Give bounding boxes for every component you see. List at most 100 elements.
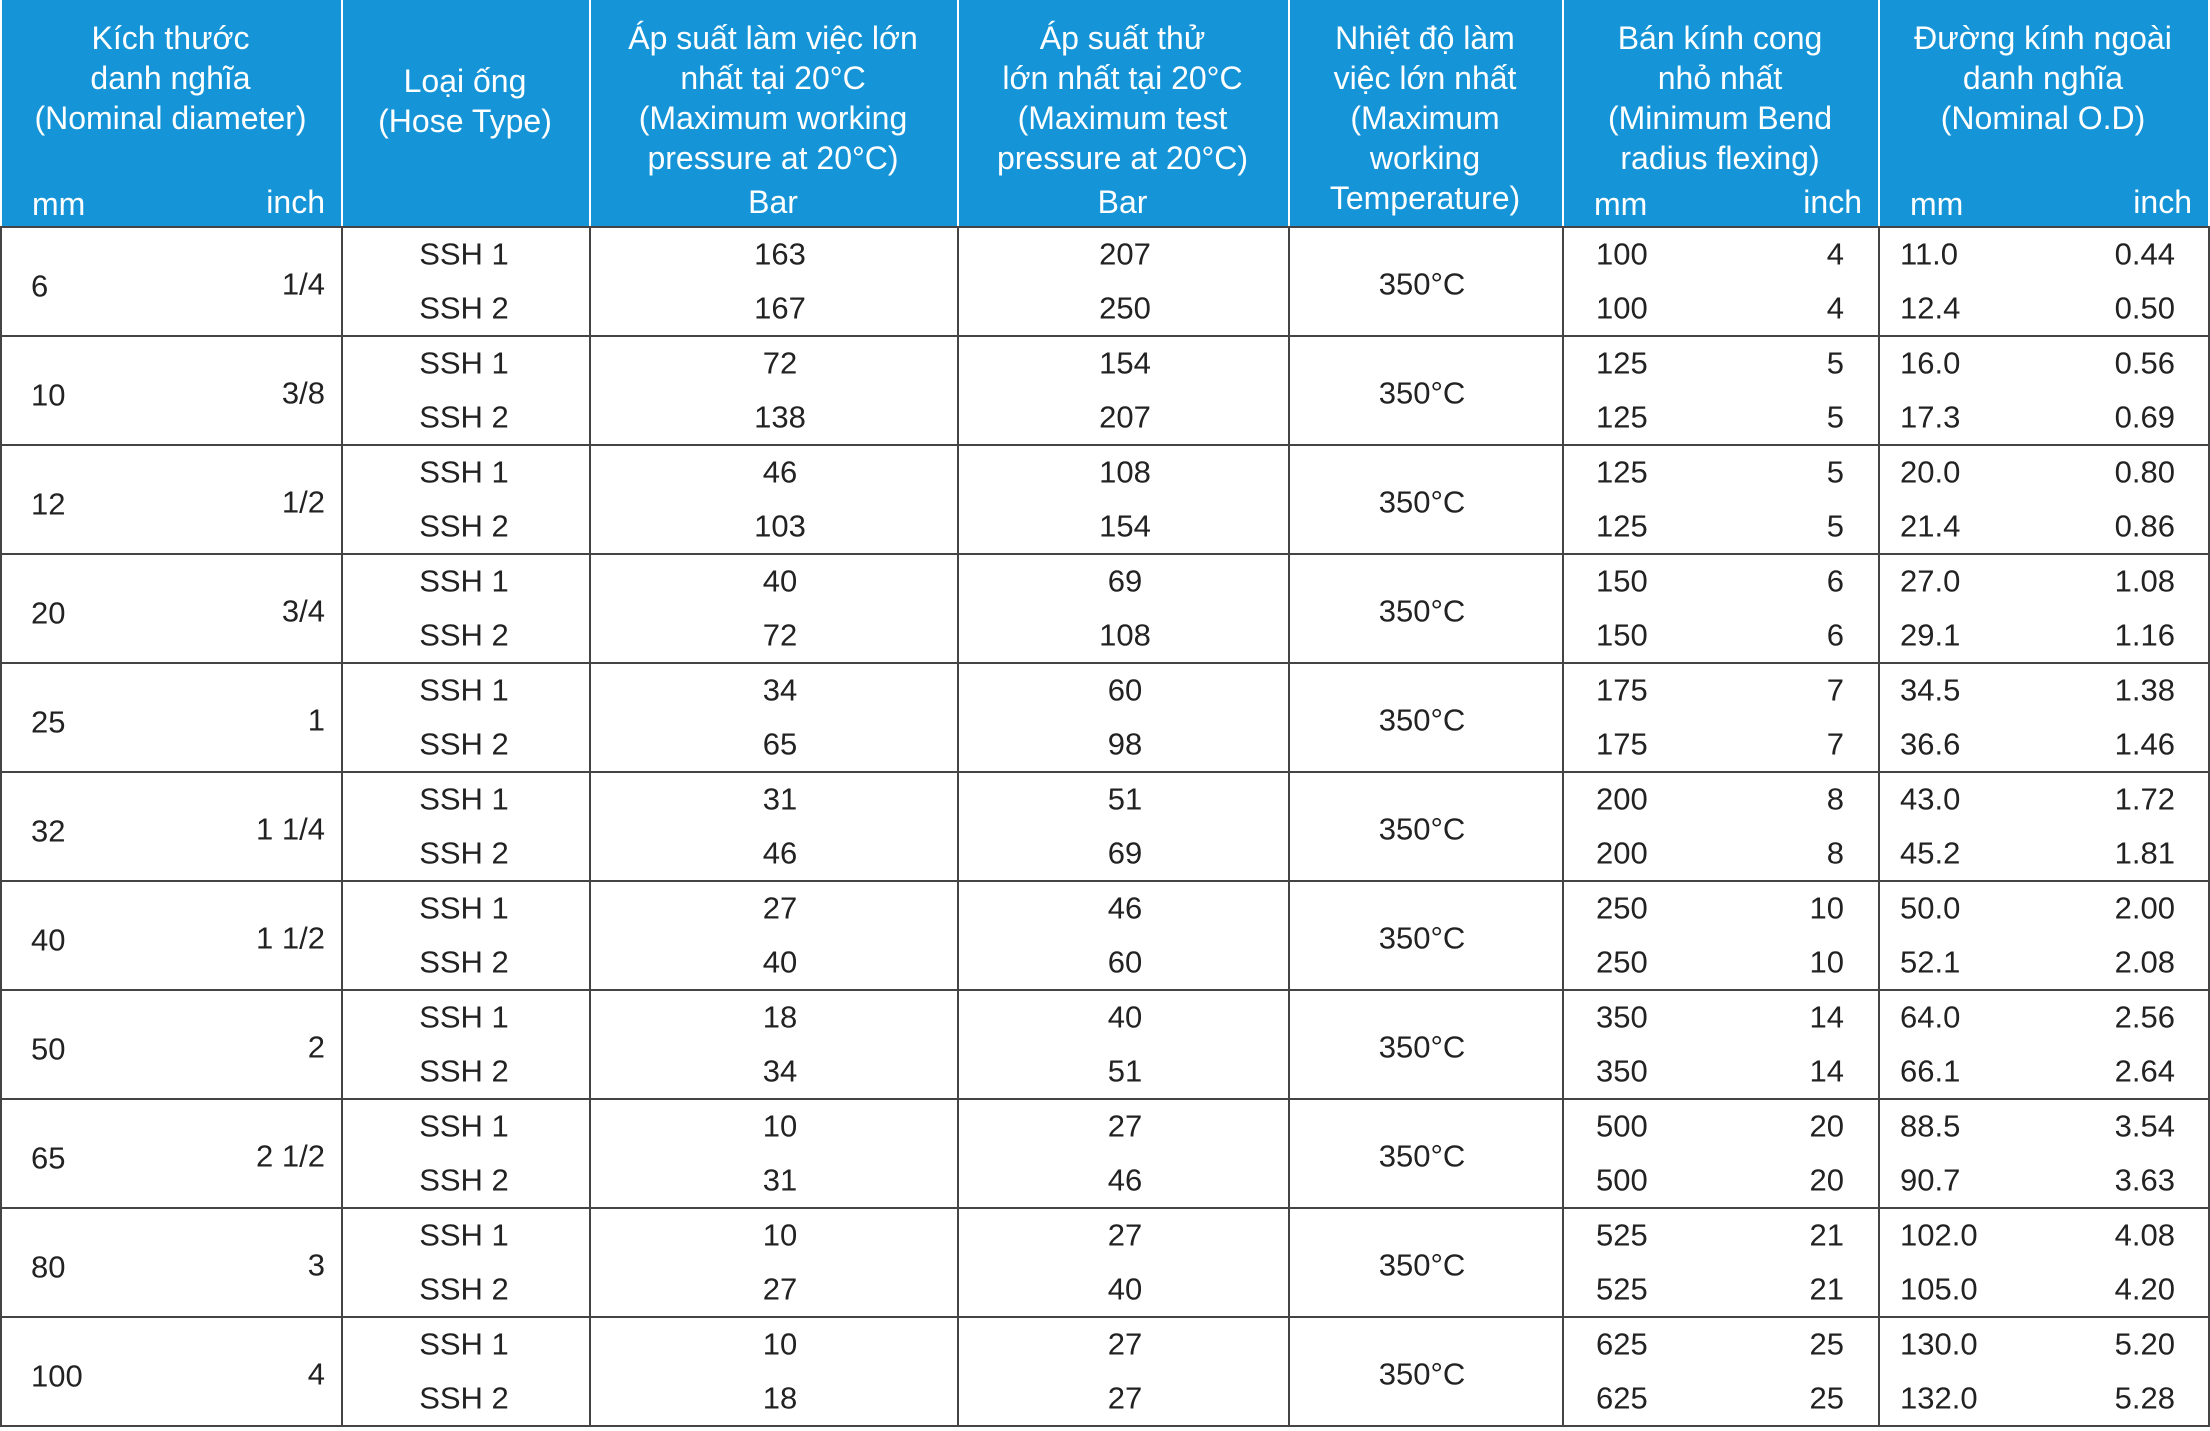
cell-text: SSH 1	[419, 890, 509, 926]
cell-text: 250	[1596, 890, 1648, 926]
cell-text: 0.86	[2114, 508, 2175, 544]
cell-text: 1	[307, 702, 325, 738]
cell-text: 20	[31, 595, 66, 631]
header-text: Đường kính ngoài	[1914, 20, 2172, 56]
cell-text: 2.56	[2114, 999, 2175, 1035]
cell-text: SSH 2	[419, 399, 509, 435]
cell-text: 27	[1107, 1217, 1143, 1253]
cell-text: 10	[762, 1108, 798, 1144]
cell-text: 350°C	[1378, 1029, 1466, 1065]
cell-text: 27	[762, 1271, 798, 1307]
cell-text: 132.0	[1900, 1380, 1978, 1416]
cell-text: 200	[1596, 781, 1648, 817]
cell-text: SSH 2	[419, 835, 509, 871]
cell-text: 18	[762, 999, 798, 1035]
header-unit: mm	[32, 186, 86, 222]
row-divider	[0, 226, 2210, 228]
cell-text: 90.7	[1900, 1162, 1961, 1198]
cell-text: 50.0	[1900, 890, 1961, 926]
header-text: (Maximum test	[1017, 100, 1228, 136]
cell-text: 7	[1826, 726, 1844, 762]
column-divider	[957, 226, 959, 1427]
header-text: pressure at 20°C)	[996, 140, 1249, 176]
cell-text: 150	[1596, 563, 1648, 599]
cell-text: 130.0	[1900, 1326, 1978, 1362]
row-divider	[0, 553, 2210, 555]
cell-text: 350	[1596, 999, 1648, 1035]
cell-text: SSH 1	[419, 999, 509, 1035]
header-text: Nhiệt độ làm	[1335, 20, 1515, 56]
row-divider	[0, 1207, 2210, 1209]
cell-text: 102.0	[1900, 1217, 1978, 1253]
cell-text: SSH 1	[419, 781, 509, 817]
cell-text: 138	[754, 399, 806, 435]
cell-text: 10	[31, 377, 66, 413]
cell-text: 2.00	[2114, 890, 2175, 926]
header-divider	[1288, 0, 1290, 226]
cell-text: 6	[31, 268, 49, 304]
cell-text: 0.80	[2114, 454, 2175, 490]
cell-text: 207	[1099, 236, 1151, 272]
cell-text: 27.0	[1900, 563, 1961, 599]
header-text: (Maximum	[1350, 100, 1500, 136]
cell-text: 40	[762, 944, 798, 980]
cell-text: 31	[762, 1162, 798, 1198]
cell-text: 125	[1596, 399, 1648, 435]
cell-text: 11.0	[1900, 236, 1959, 272]
header-text: việc lớn nhất	[1333, 60, 1517, 96]
cell-text: 1 1/2	[256, 920, 325, 956]
cell-text: 350°C	[1378, 702, 1466, 738]
cell-text: 60	[1107, 944, 1143, 980]
cell-text: 350°C	[1378, 1247, 1466, 1283]
cell-text: 8	[1826, 835, 1844, 871]
cell-text: 65	[762, 726, 798, 762]
cell-text: 4.20	[2114, 1271, 2175, 1307]
header-divider	[341, 0, 343, 226]
cell-text: 200	[1596, 835, 1648, 871]
cell-text: 108	[1099, 454, 1151, 490]
row-divider	[0, 444, 2210, 446]
header-divider	[1878, 0, 1880, 226]
cell-text: 34.5	[1900, 672, 1961, 708]
row-divider	[0, 1316, 2210, 1318]
cell-text: 525	[1596, 1217, 1648, 1253]
cell-text: 20	[1809, 1162, 1844, 1198]
cell-text: 69	[1107, 835, 1143, 871]
cell-text: SSH 2	[419, 508, 509, 544]
cell-text: 12	[31, 486, 66, 522]
row-divider	[0, 880, 2210, 882]
cell-text: SSH 2	[419, 1053, 509, 1089]
cell-text: 10	[762, 1217, 798, 1253]
row-divider	[0, 662, 2210, 664]
cell-text: 20.0	[1900, 454, 1961, 490]
cell-text: 1.08	[2114, 563, 2175, 599]
cell-text: 29.1	[1900, 617, 1961, 653]
cell-text: 25	[31, 704, 66, 740]
cell-text: 5.28	[2114, 1380, 2175, 1416]
cell-text: 350°C	[1378, 1138, 1466, 1174]
cell-text: 27	[1107, 1326, 1143, 1362]
cell-text: 20	[1809, 1108, 1844, 1144]
cell-text: 0.44	[2114, 236, 2175, 272]
cell-text: 525	[1596, 1271, 1648, 1307]
cell-text: 60	[1107, 672, 1143, 708]
header-unit: inch	[1803, 184, 1862, 220]
cell-text: 21	[1809, 1271, 1844, 1307]
cell-text: 350°C	[1378, 375, 1466, 411]
cell-text: 21.4	[1900, 508, 1961, 544]
header-divider	[589, 0, 591, 226]
header-text: nhỏ nhất	[1657, 60, 1783, 96]
cell-text: 69	[1107, 563, 1143, 599]
cell-text: 3/4	[281, 593, 325, 629]
cell-text: 108	[1099, 617, 1151, 653]
header-text: danh nghĩa	[1962, 60, 2124, 96]
column-divider	[1288, 226, 1290, 1427]
cell-text: 18	[762, 1380, 798, 1416]
cell-text: SSH 2	[419, 944, 509, 980]
header-text: (Minimum Bend	[1607, 100, 1833, 136]
cell-text: 625	[1596, 1380, 1648, 1416]
cell-text: 32	[31, 813, 66, 849]
cell-text: 46	[762, 835, 798, 871]
cell-text: 40	[1107, 1271, 1143, 1307]
header-text: (Hose Type)	[378, 103, 552, 139]
